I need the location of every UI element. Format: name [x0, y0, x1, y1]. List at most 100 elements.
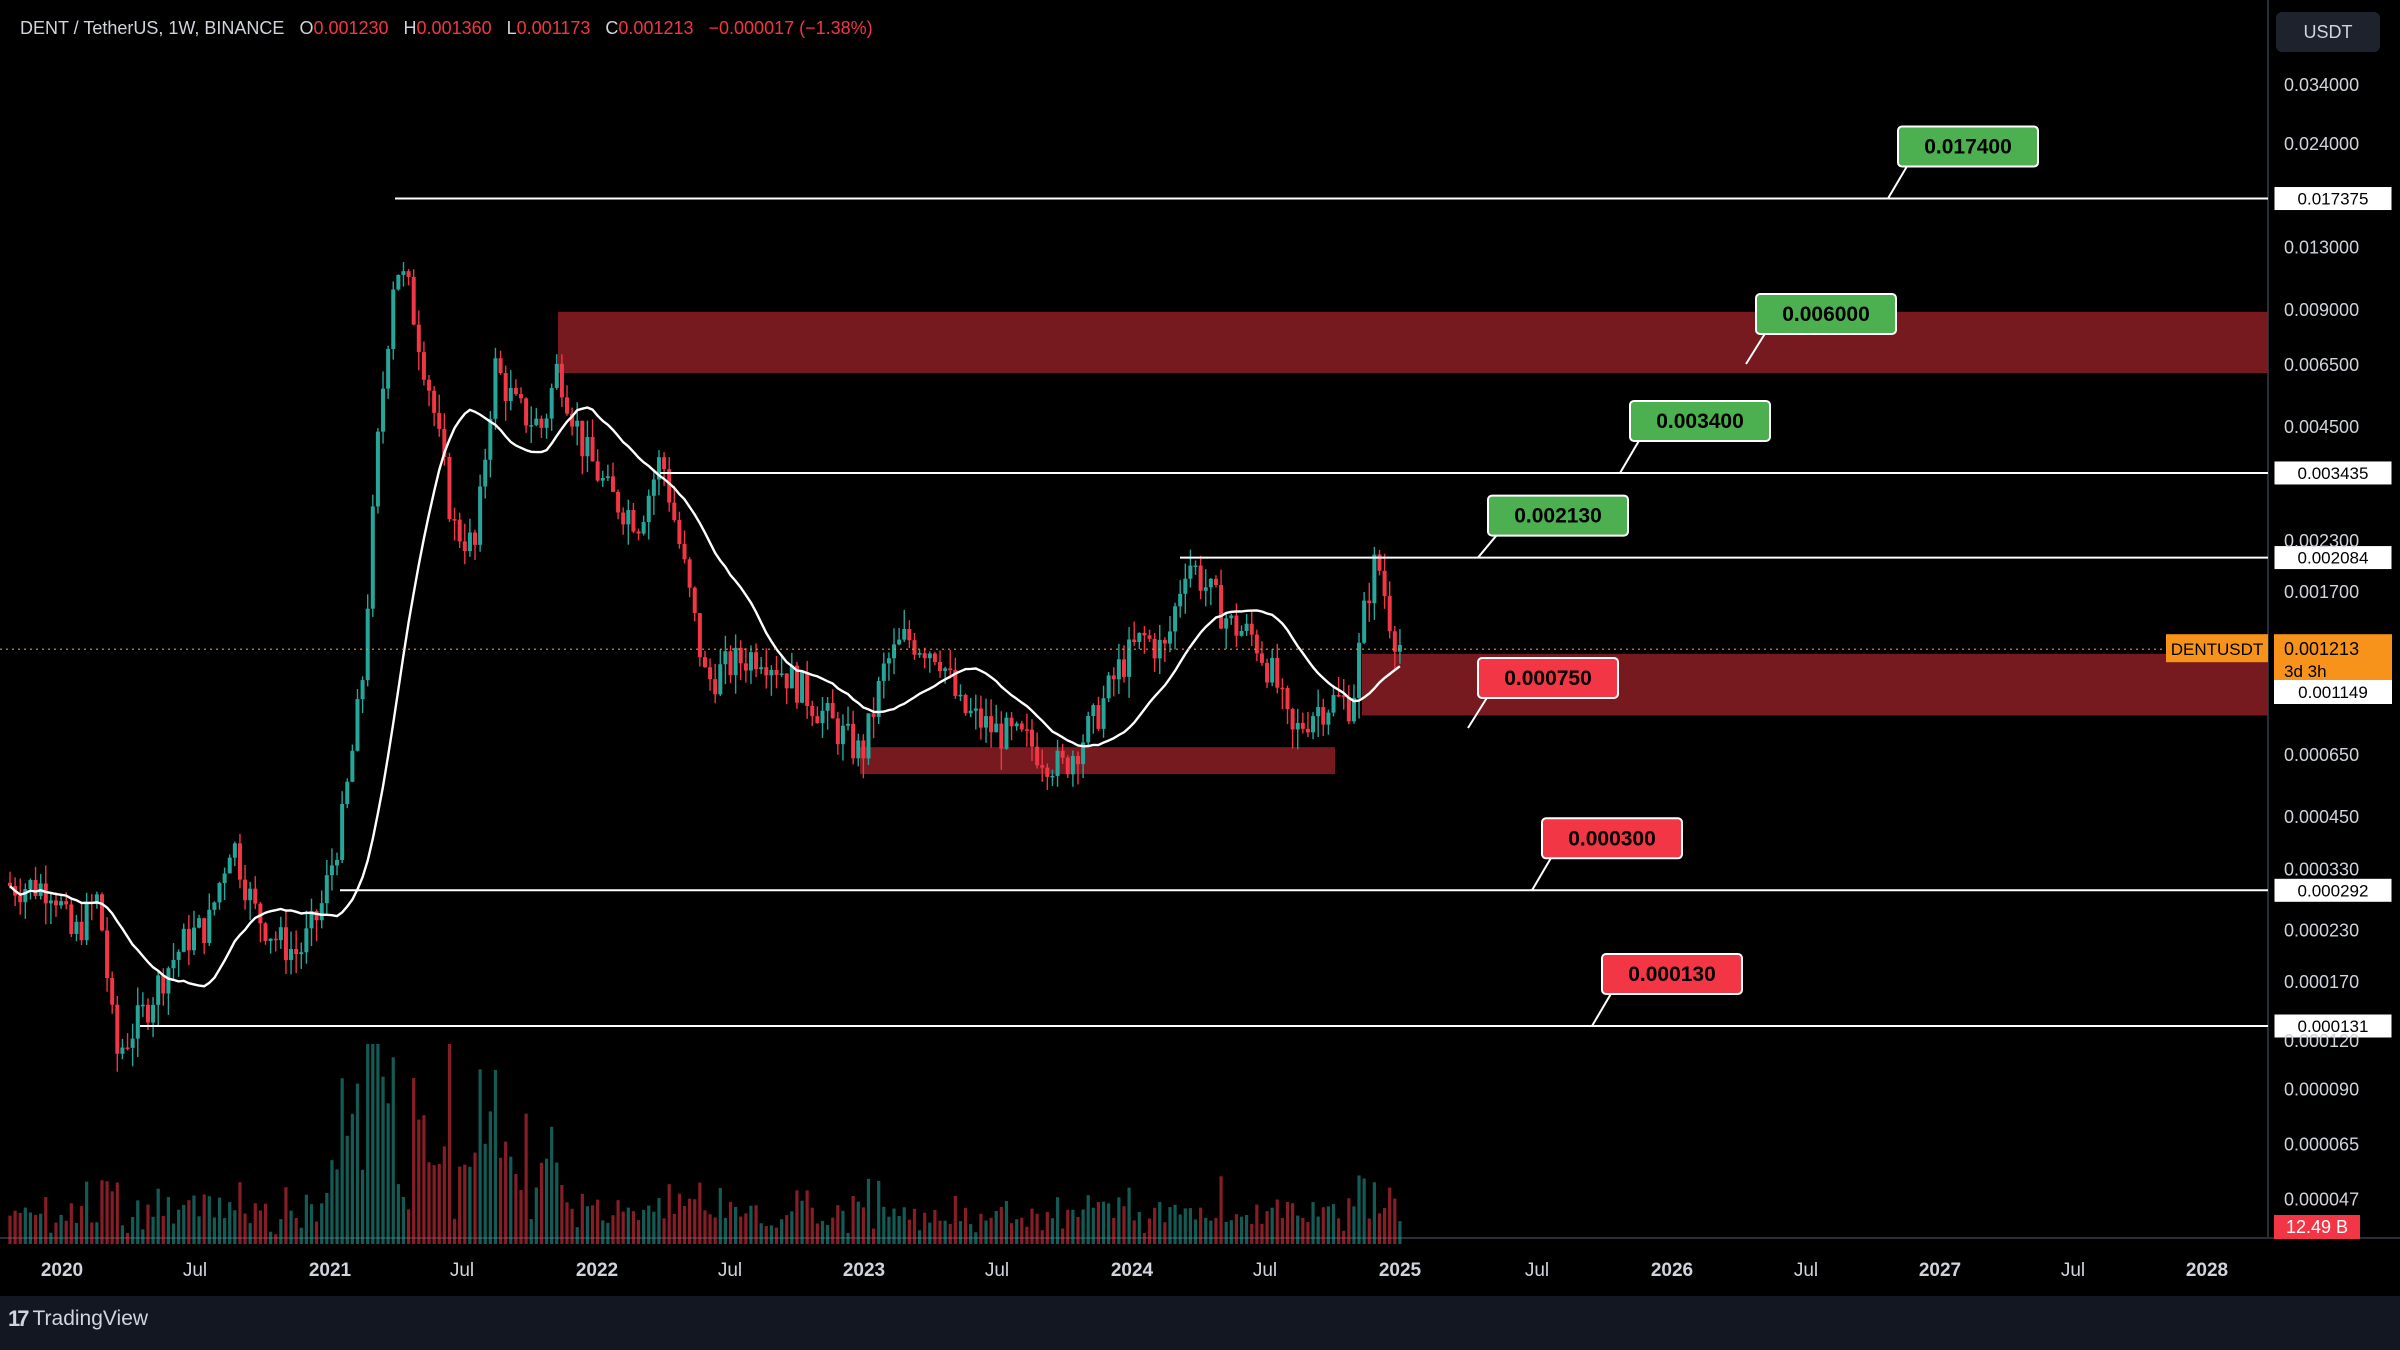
candle-body [943, 668, 948, 671]
volume-bar [1158, 1201, 1162, 1244]
candle-body [1096, 705, 1101, 729]
volume-bar [1147, 1218, 1152, 1244]
candle-body [1351, 697, 1356, 722]
volume-bar [953, 1195, 957, 1244]
callout-label: 0.000130 [1628, 963, 1716, 986]
volume-bar [560, 1184, 564, 1244]
candle-body [1305, 728, 1310, 733]
candle-body [28, 879, 33, 890]
tradingview-brand[interactable]: 17 TradingView [8, 1306, 148, 1332]
volume-bar [1260, 1223, 1264, 1244]
close-value: 0.001213 [618, 18, 694, 38]
volume-bar [141, 1229, 145, 1244]
candle-body [365, 608, 370, 681]
volume-bar [718, 1187, 722, 1244]
candle-body [273, 938, 278, 941]
candle-body [1254, 634, 1259, 654]
candle-body [1275, 657, 1280, 688]
x-tick-label: 2020 [41, 1260, 83, 1281]
candle-body [641, 522, 646, 534]
candle-body [636, 531, 641, 534]
candle-body [391, 289, 396, 349]
volume-bar [550, 1126, 554, 1244]
candle-body [483, 459, 488, 487]
candle-body [1183, 578, 1188, 594]
last-price-tag [2274, 634, 2392, 685]
zone-callout-box [1477, 657, 1619, 699]
volume-bar [1193, 1219, 1198, 1244]
candle-body [616, 491, 621, 513]
volume-bar [606, 1222, 610, 1244]
candle-body [897, 639, 902, 645]
candle-body [396, 274, 401, 290]
volume-bar [401, 1196, 406, 1244]
candle-body [212, 902, 217, 910]
volume-bar [621, 1211, 625, 1244]
candle-body [130, 1038, 135, 1048]
volume-bar [877, 1180, 881, 1244]
volume-bar [1025, 1226, 1029, 1244]
callout-label: 0.002130 [1514, 505, 1602, 528]
volume-bar [171, 1223, 176, 1244]
x-tick-label: 2026 [1651, 1260, 1693, 1281]
candle-body [243, 879, 248, 901]
candle-body [1173, 606, 1178, 632]
volume-bar [1377, 1213, 1382, 1244]
extra-price-tag-text: 0.001149 [2298, 683, 2368, 702]
candle-body [1045, 767, 1050, 777]
volume-bar [13, 1210, 17, 1244]
volume-bar [187, 1200, 191, 1244]
volume-bar [938, 1220, 942, 1244]
callout-pointer [1591, 991, 1613, 1027]
candle-body [1070, 755, 1075, 775]
y-tick-label: 0.006500 [2284, 355, 2359, 375]
volume-bar [820, 1220, 825, 1244]
volume-bar [795, 1190, 799, 1244]
volume-bar [120, 1225, 125, 1244]
callout-pointer [1887, 164, 1909, 200]
chart-canvas[interactable]: 0.017375 0.017400 0.003435 0.003400 0.002084… [0, 0, 2400, 1296]
volume-bar [662, 1218, 666, 1244]
callout-pointer [1531, 855, 1553, 891]
brand-name: TradingView [32, 1307, 149, 1330]
volume-bar [999, 1207, 1003, 1244]
candle-body [23, 889, 28, 903]
candle-body [181, 928, 186, 952]
volume-bar [1229, 1220, 1233, 1244]
volume-bar [223, 1218, 227, 1244]
volume-bar [309, 1204, 314, 1244]
candle-body [493, 358, 498, 419]
volume-bar [1009, 1223, 1014, 1244]
callout-pointer [1745, 331, 1767, 365]
volume-bar [580, 1193, 584, 1244]
candle-body [263, 923, 268, 941]
volume-bar [304, 1194, 308, 1244]
candle-body [600, 478, 605, 481]
candle-body [994, 723, 999, 733]
candle-body [1321, 707, 1326, 725]
volume-bar [544, 1158, 549, 1244]
candle-body [59, 901, 64, 906]
symbol-title[interactable]: DENT / TetherUS, 1W, BINANCE [20, 18, 285, 38]
volume-bar [1280, 1217, 1284, 1244]
candle-body [227, 857, 232, 874]
currency-button[interactable]: USDT [2276, 12, 2380, 52]
candle-body [350, 750, 355, 782]
volume-bar [340, 1078, 344, 1244]
volume-bar [18, 1212, 22, 1244]
level-price-tag [2273, 545, 2393, 571]
candle-body [416, 324, 421, 353]
candle-body [166, 968, 171, 994]
candle-body [1178, 593, 1183, 607]
candle-body [207, 909, 212, 943]
volume-badge-text: 12.49 B [2286, 1217, 2348, 1237]
volume-bar [427, 1162, 431, 1244]
candle-body [825, 703, 830, 711]
candle-body [176, 951, 181, 960]
volume-bar [1071, 1209, 1075, 1244]
volume-bar [1219, 1176, 1223, 1244]
volume-bar [238, 1182, 242, 1244]
volume-bar [1209, 1220, 1213, 1244]
volume-bar [1357, 1175, 1361, 1244]
volume-bar [1285, 1201, 1290, 1244]
